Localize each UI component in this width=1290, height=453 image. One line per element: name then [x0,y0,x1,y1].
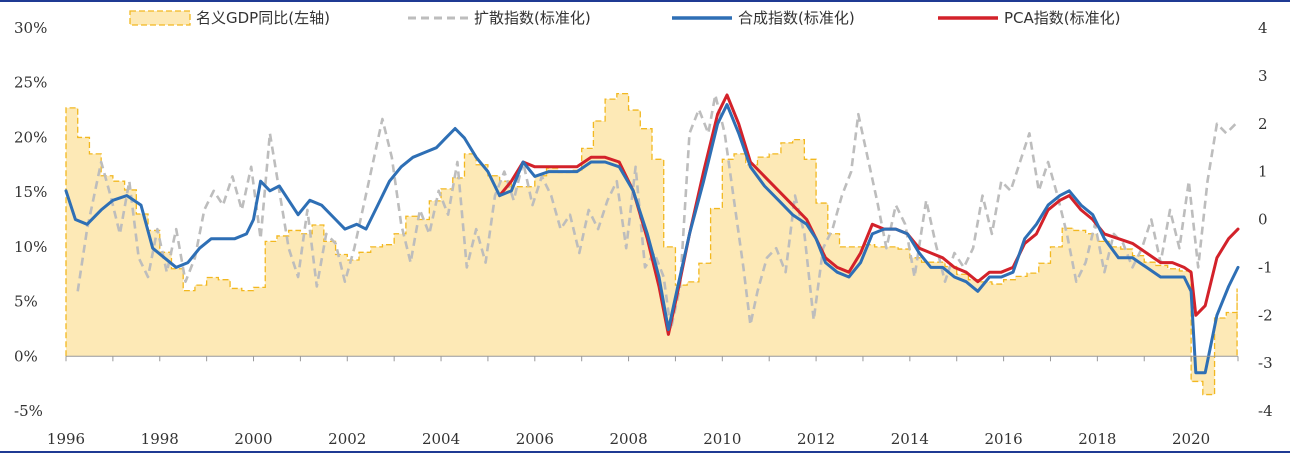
x-tick-label: 2012 [797,430,835,448]
x-tick-label: 1998 [141,430,179,448]
y-right-tick-label: -3 [1258,354,1273,372]
legend-item: PCA指数(标准化) [938,9,1121,27]
y-left-tick-label: 5% [14,293,38,311]
y-left-tick-label: 20% [14,128,47,146]
x-tick-label: 2008 [609,430,647,448]
y-left-tick-label: 10% [14,238,47,256]
legend-label: 合成指数(标准化) [738,9,855,27]
y-right-tick-label: -1 [1258,258,1273,276]
x-tick-label: 2014 [891,430,929,448]
y-left-tick-label: 15% [14,183,47,201]
x-tick-label: 2006 [516,430,554,448]
x-tick-label: 2016 [985,430,1023,448]
legend-label: PCA指数(标准化) [1004,9,1121,27]
y-right-tick-label: 1 [1258,163,1268,181]
y-right-tick-label: 2 [1258,115,1268,133]
gdp-step-line [65,93,1238,396]
x-tick-label: 1996 [47,430,85,448]
y-right-tick-label: -2 [1258,306,1273,324]
legend-label: 名义GDP同比(左轴) [196,9,330,27]
y-left-tick-label: 25% [14,74,47,92]
plot-area [64,93,1240,396]
y-left-tick-label: 0% [14,347,38,365]
y-right-tick-label: 0 [1258,211,1268,229]
x-tick-label: 2020 [1172,430,1210,448]
composite-index-line [64,103,1240,375]
y-left-tick-label: 30% [14,19,47,37]
legend-swatch-gdp [129,10,191,26]
legend-label: 扩散指数(标准化) [474,9,591,27]
legend-item: 扩散指数(标准化) [408,9,591,27]
legend-item: 名义GDP同比(左轴) [129,9,330,27]
x-tick-label: 2002 [328,430,366,448]
y-right-tick-label: 3 [1258,67,1268,85]
x-tick-label: 2000 [234,430,272,448]
x-tick-label: 2004 [422,430,460,448]
y-right-tick-label: -4 [1258,402,1273,420]
diffusion-index-line [76,93,1237,331]
x-tick-label: 2018 [1078,430,1116,448]
y-left-tick-label: -5% [14,402,43,420]
legend-item: 合成指数(标准化) [672,9,855,27]
x-tick-label: 2010 [703,430,741,448]
y-right-tick-label: 4 [1258,19,1268,37]
legend: 名义GDP同比(左轴) 扩散指数(标准化) 合成指数(标准化) PCA指数(标准化) [129,9,1121,27]
axes: 30% 25% 20% 15% 10% 5% 0% -5% 4 3 2 1 0 -1 -2 -3 -4 1996 1… [14,19,1273,448]
